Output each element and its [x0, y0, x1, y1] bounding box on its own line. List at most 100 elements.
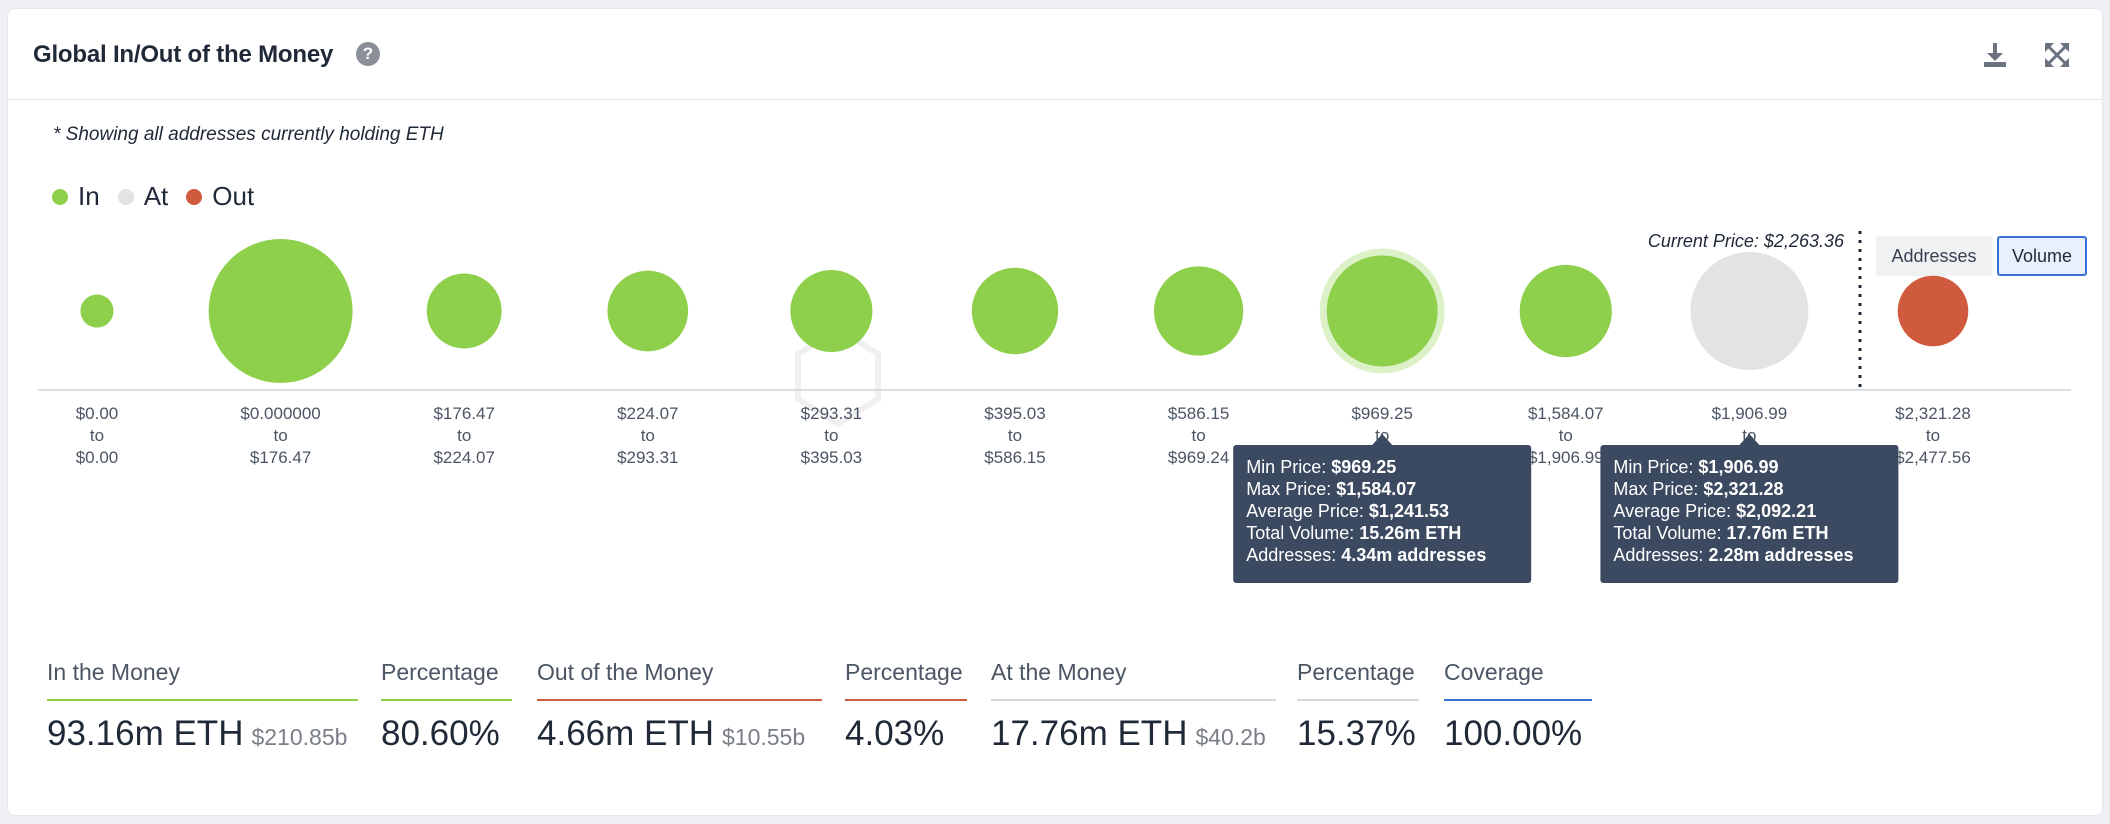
bubble-in[interactable] [790, 269, 873, 353]
legend-dot-out [186, 188, 203, 205]
bubble-in[interactable] [426, 273, 502, 349]
chart-title: Global In/Out of the Money [33, 41, 334, 68]
x-tick-label: $2,321.28 [1895, 404, 1971, 423]
tooltip-row-value: 17.76m ETH [1726, 523, 1828, 543]
watermark-logo [795, 325, 881, 428]
x-tick-label: $395.03 [801, 448, 862, 467]
stat-value-main: 80.60% [381, 714, 500, 753]
tooltip-row-label: Total Volume: [1613, 523, 1726, 543]
tooltip-row-label: Max Price: [1613, 479, 1703, 499]
tooltip-row-label: Addresses: [1613, 545, 1708, 565]
stat-value-usd: $10.55b [722, 724, 806, 750]
x-tick-label: to [641, 426, 655, 445]
x-tick-label: to [1926, 426, 1940, 445]
legend-item-out[interactable]: Out [186, 181, 254, 212]
x-tick-label: $969.24 [1168, 448, 1229, 467]
stat-label: At the Money [991, 659, 1127, 685]
current-price-label: Current Price: $2,263.36 [1648, 231, 1845, 251]
tooltip-row-value: $1,241.53 [1369, 501, 1449, 521]
stat-value: 80.60% [381, 714, 500, 754]
bubble-in[interactable] [607, 270, 689, 352]
stat-underline [47, 699, 358, 701]
stat-value: 93.16m ETH $210.85b [47, 714, 347, 754]
stat-value: 4.66m ETH $10.55b [537, 714, 805, 754]
x-tick-label: $395.03 [984, 404, 1045, 423]
help-icon[interactable]: ? [356, 42, 380, 66]
legend-label-out: Out [212, 181, 255, 211]
tooltip-box [1233, 445, 1532, 583]
tooltip-row-value: $1,584.07 [1336, 479, 1416, 499]
holding-note: * Showing all addresses currently holdin… [53, 124, 444, 145]
x-tick-label: $224.07 [433, 448, 494, 467]
x-tick-label: $1,906.99 [1712, 404, 1788, 423]
card-header: Global In/Out of the Money ? [8, 9, 2102, 100]
stat-label: Coverage [1444, 659, 1544, 685]
x-tick-label: $586.15 [1168, 404, 1229, 423]
x-tick-label: $586.15 [984, 448, 1045, 467]
x-tick-label: to [90, 426, 104, 445]
x-tick-label: $293.31 [801, 404, 862, 423]
watermark-hexagon [795, 325, 881, 428]
x-tick-label: to [824, 426, 838, 445]
bubble-at[interactable] [1690, 251, 1809, 371]
x-tick-label: $0.00 [76, 448, 119, 467]
chart-legend: In At Out [52, 181, 272, 212]
tooltip-row-label: Total Volume: [1246, 523, 1359, 543]
stat-underline [1444, 699, 1592, 701]
bubble-in[interactable] [1326, 255, 1438, 367]
x-tick-label: to [274, 426, 288, 445]
stat-label: In the Money [47, 659, 180, 685]
bubble-in[interactable] [1153, 266, 1244, 356]
stat-value-usd: $210.85b [251, 724, 348, 750]
bubble-in[interactable] [1519, 264, 1612, 358]
stat-underline [1297, 699, 1419, 701]
stat-value-main: 15.37% [1297, 714, 1416, 753]
download-icon[interactable] [1980, 40, 2010, 70]
tooltip-row-value: 2.28m addresses [1708, 545, 1853, 565]
tooltip-row: Max Price: $1,584.07 [1246, 479, 1416, 499]
addresses-toggle-button[interactable]: Addresses [1876, 236, 1992, 276]
x-tick-label: $176.47 [433, 404, 494, 423]
x-tick-label: to [1559, 426, 1573, 445]
tooltip-box [1600, 445, 1899, 583]
stat-value-main: 4.66m ETH [537, 714, 714, 753]
fullscreen-icon[interactable] [2042, 40, 2072, 70]
stat-label: Percentage [381, 659, 499, 685]
stat-value: 100.00% [1444, 714, 1582, 754]
legend-item-in[interactable]: In [52, 181, 100, 212]
tooltip-row-label: Min Price: [1613, 457, 1698, 477]
stat-value: 4.03% [845, 714, 944, 754]
tooltip-row: Min Price: $969.25 [1246, 457, 1396, 477]
tooltip-row-value: 15.26m ETH [1359, 523, 1461, 543]
stat-value-usd: $40.2b [1195, 724, 1266, 750]
tooltip-row: Min Price: $1,906.99 [1613, 457, 1778, 477]
x-tick-label: $2,477.56 [1895, 448, 1971, 467]
volume-toggle-button[interactable]: Volume [1997, 236, 2087, 276]
tooltip-row: Addresses: 2.28m addresses [1613, 545, 1853, 565]
tooltip-row-label: Min Price: [1246, 457, 1331, 477]
tooltip-arrow [1739, 434, 1760, 445]
tooltip-row-value: $2,321.28 [1703, 479, 1783, 499]
legend-item-at[interactable]: At [117, 181, 169, 212]
bubble-in[interactable] [80, 294, 114, 328]
stat-value-main: 93.16m ETH [47, 714, 244, 753]
tooltip-row-label: Addresses: [1246, 545, 1341, 565]
legend-label-at: At [143, 181, 169, 211]
tooltip-row-label: Average Price: [1246, 501, 1369, 521]
tooltip-row: Average Price: $1,241.53 [1246, 501, 1449, 521]
bubble-out[interactable] [1897, 275, 1969, 347]
tooltip-row-value: $2,092.21 [1736, 501, 1816, 521]
stat-value: 15.37% [1297, 714, 1416, 754]
tooltip-row-value: $1,906.99 [1698, 457, 1778, 477]
tooltip-row: Max Price: $2,321.28 [1613, 479, 1783, 499]
bubble-in[interactable] [208, 239, 353, 383]
tooltip-row: Addresses: 4.34m addresses [1246, 545, 1486, 565]
legend-label-in: In [78, 181, 100, 211]
x-tick-label: $224.07 [617, 404, 678, 423]
tooltip-row-value: 4.34m addresses [1341, 545, 1486, 565]
bubble-in[interactable] [971, 267, 1059, 355]
x-tick-label: $293.31 [617, 448, 678, 467]
stat-underline [845, 699, 967, 701]
